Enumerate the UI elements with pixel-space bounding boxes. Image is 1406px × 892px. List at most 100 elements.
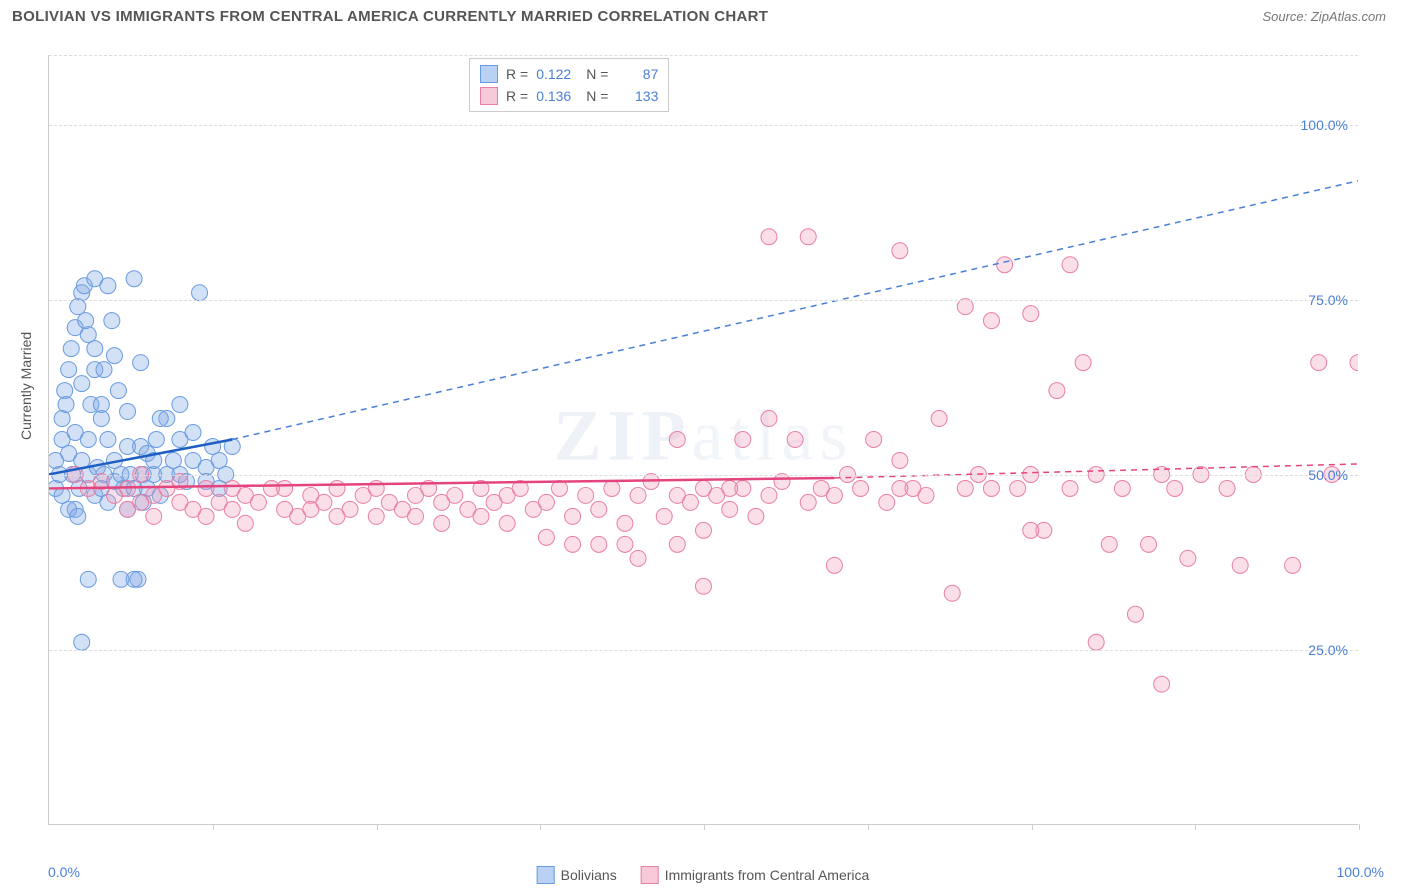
scatter-point (80, 432, 96, 448)
scatter-point (61, 362, 77, 378)
stat-r-value: 0.122 (536, 66, 578, 82)
legend-item: Bolivians (537, 866, 617, 884)
chart-title: BOLIVIAN VS IMMIGRANTS FROM CENTRAL AMER… (12, 8, 768, 25)
scatter-point (408, 508, 424, 524)
scatter-point (800, 229, 816, 245)
legend-stats-box: R =0.122N =87R =0.136N =133 (469, 58, 669, 112)
scatter-point (787, 432, 803, 448)
y-axis-label: Currently Married (18, 332, 34, 440)
scatter-point (133, 355, 149, 371)
scatter-point (630, 487, 646, 503)
scatter-point (722, 480, 738, 496)
scatter-point (152, 411, 168, 427)
stat-n-value: 133 (616, 88, 658, 104)
stat-n-label: N = (586, 88, 608, 104)
scatter-point (1062, 480, 1078, 496)
legend-swatch (641, 866, 659, 884)
legend-swatch (480, 87, 498, 105)
legend-label: Bolivians (561, 867, 617, 883)
scatter-point (192, 285, 208, 301)
scatter-point (110, 383, 126, 399)
scatter-point (1311, 355, 1327, 371)
x-axis-min-label: 0.0% (48, 864, 80, 880)
scatter-point (656, 508, 672, 524)
legend-bottom: Bolivians Immigrants from Central America (537, 866, 870, 884)
scatter-point (185, 425, 201, 441)
scatter-point (957, 299, 973, 315)
legend-label: Immigrants from Central America (665, 867, 870, 883)
scatter-point (826, 557, 842, 573)
scatter-point (853, 480, 869, 496)
scatter-point (983, 480, 999, 496)
scatter-point (126, 271, 142, 287)
chart-plot-area: ZIPatlas R =0.122N =87R =0.136N =133 25.… (48, 55, 1358, 825)
legend-stats-row: R =0.136N =133 (480, 85, 658, 107)
trend-line-dashed (232, 181, 1358, 440)
gridline (49, 300, 1358, 301)
scatter-point (1088, 634, 1104, 650)
scatter-point (800, 494, 816, 510)
stat-r-label: R = (506, 88, 528, 104)
scatter-point (148, 432, 164, 448)
scatter-point (106, 348, 122, 364)
scatter-point (277, 480, 293, 496)
scatter-point (1219, 480, 1235, 496)
y-tick-label: 25.0% (1308, 642, 1348, 658)
scatter-point (250, 494, 266, 510)
x-minor-tick (540, 824, 541, 830)
scatter-point (1101, 536, 1117, 552)
scatter-point (591, 536, 607, 552)
scatter-point (100, 278, 116, 294)
scatter-point (1141, 536, 1157, 552)
scatter-point (1023, 522, 1039, 538)
scatter-point (74, 634, 90, 650)
gridline (49, 650, 1358, 651)
scatter-point (96, 362, 112, 378)
scatter-point (565, 508, 581, 524)
x-minor-tick (213, 824, 214, 830)
scatter-point (104, 313, 120, 329)
scatter-point (892, 243, 908, 259)
scatter-point (58, 397, 74, 413)
scatter-point (224, 501, 240, 517)
scatter-point (1154, 676, 1170, 692)
scatter-point (146, 508, 162, 524)
chart-svg (49, 55, 1358, 824)
scatter-point (997, 257, 1013, 273)
chart-header: BOLIVIAN VS IMMIGRANTS FROM CENTRAL AMER… (0, 0, 1406, 29)
scatter-point (54, 411, 70, 427)
source-attribution: Source: ZipAtlas.com (1262, 9, 1386, 24)
scatter-point (70, 508, 86, 524)
scatter-point (761, 229, 777, 245)
scatter-point (630, 550, 646, 566)
scatter-point (944, 585, 960, 601)
scatter-point (1285, 557, 1301, 573)
scatter-point (78, 313, 94, 329)
scatter-point (983, 313, 999, 329)
scatter-point (100, 432, 116, 448)
gridline (49, 125, 1358, 126)
legend-item: Immigrants from Central America (641, 866, 870, 884)
scatter-point (126, 571, 142, 587)
y-tick-label: 100.0% (1301, 117, 1348, 133)
scatter-point (1023, 306, 1039, 322)
scatter-point (74, 376, 90, 392)
x-minor-tick (704, 824, 705, 830)
scatter-point (957, 480, 973, 496)
scatter-point (696, 522, 712, 538)
scatter-point (931, 411, 947, 427)
scatter-point (722, 501, 738, 517)
scatter-point (669, 536, 685, 552)
scatter-point (1114, 480, 1130, 496)
scatter-point (761, 487, 777, 503)
legend-swatch (537, 866, 555, 884)
scatter-point (918, 487, 934, 503)
x-minor-tick (1359, 824, 1360, 830)
scatter-point (578, 487, 594, 503)
scatter-point (342, 501, 358, 517)
scatter-point (120, 404, 136, 420)
scatter-point (1010, 480, 1026, 496)
scatter-point (57, 383, 73, 399)
scatter-point (591, 501, 607, 517)
scatter-point (1350, 355, 1358, 371)
